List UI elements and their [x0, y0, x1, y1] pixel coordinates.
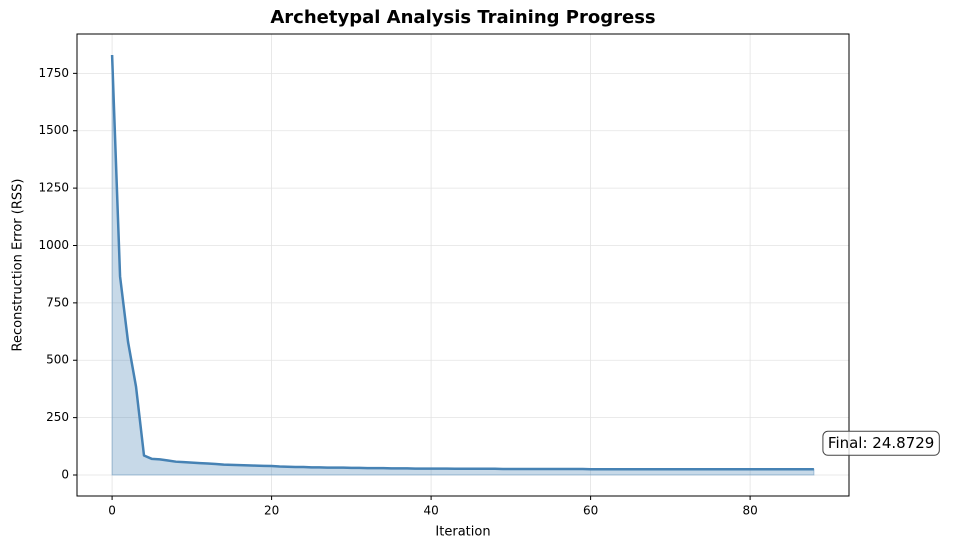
annotation: Final: 24.8729	[828, 434, 934, 452]
area	[111, 54, 815, 476]
x-tick-label: 80	[742, 504, 757, 518]
x-tick-label: 40	[423, 504, 438, 518]
x-axis-label: Iteration	[435, 525, 490, 540]
chart-title: Archetypal Analysis Training Progress	[270, 7, 655, 28]
line	[110, 54, 814, 471]
x-tick-label: 60	[583, 504, 598, 518]
annotation-box	[822, 430, 940, 456]
x-tick-label: 20	[264, 504, 279, 518]
y-axis-label: Reconstruction Error (RSS)	[11, 179, 26, 352]
x-tick-label: 0	[108, 504, 116, 518]
y-tick-label: 1250	[38, 181, 69, 195]
y-tick-label: 250	[46, 410, 69, 424]
plot-frame	[76, 33, 850, 497]
y-tick-label: 1500	[38, 123, 69, 137]
y-tick-label: 0	[61, 468, 69, 482]
y-tick-label: 750	[46, 295, 69, 309]
y-tick-label: 500	[46, 353, 69, 367]
y-tick-label: 1000	[38, 238, 69, 252]
y-tick-label: 1750	[38, 66, 69, 80]
